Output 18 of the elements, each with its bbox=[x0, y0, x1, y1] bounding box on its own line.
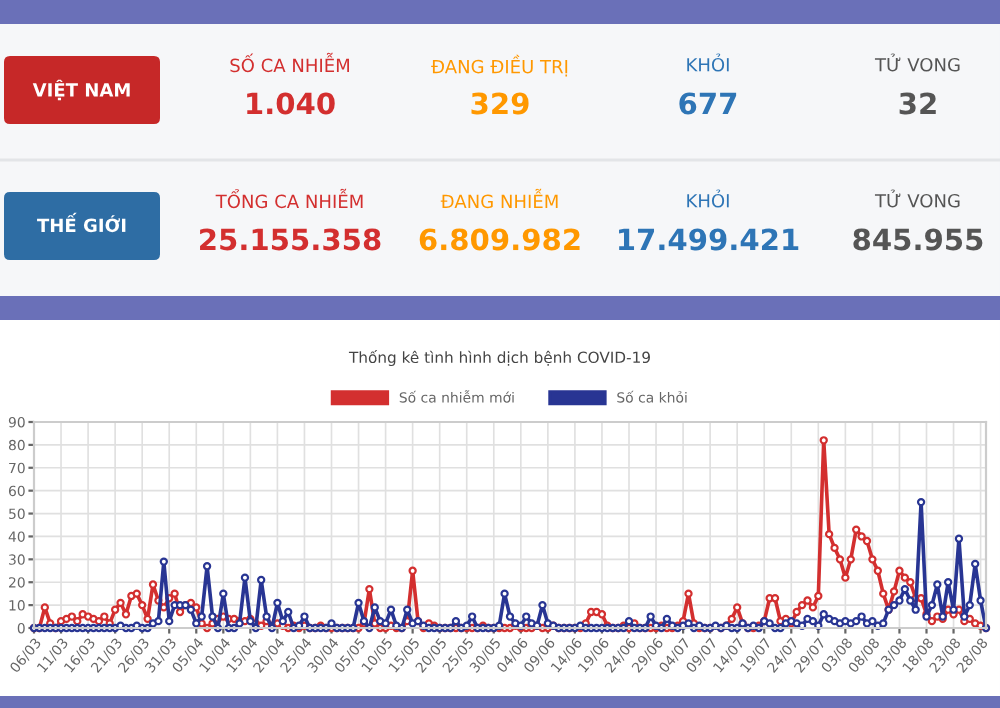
text: 25.155.358 bbox=[200, 228, 381, 251]
text: 677 bbox=[679, 92, 737, 115]
text: 329 bbox=[471, 92, 529, 115]
text: TỔNG CA NHIỄM bbox=[215, 188, 363, 209]
text: TỬ VONG bbox=[874, 53, 960, 72]
text: 17.499.421 bbox=[619, 228, 799, 251]
text: SỐ CA NHIỄM bbox=[230, 52, 349, 73]
text: VIỆT NAM bbox=[32, 79, 130, 101]
text: KHỎI bbox=[687, 53, 729, 72]
text: 1.040 bbox=[247, 92, 335, 115]
text: KHỎI bbox=[687, 189, 729, 208]
text: ĐANG ĐIỀU TRỊ bbox=[431, 54, 568, 77]
text: 6.809.982 bbox=[419, 228, 580, 251]
text: 845.955 bbox=[853, 228, 983, 251]
text: THẾ GIỚI bbox=[37, 212, 126, 233]
text: TỬ VONG bbox=[874, 189, 960, 208]
text: 32 bbox=[899, 92, 936, 115]
text: ĐANG NHIỄM bbox=[440, 188, 558, 209]
